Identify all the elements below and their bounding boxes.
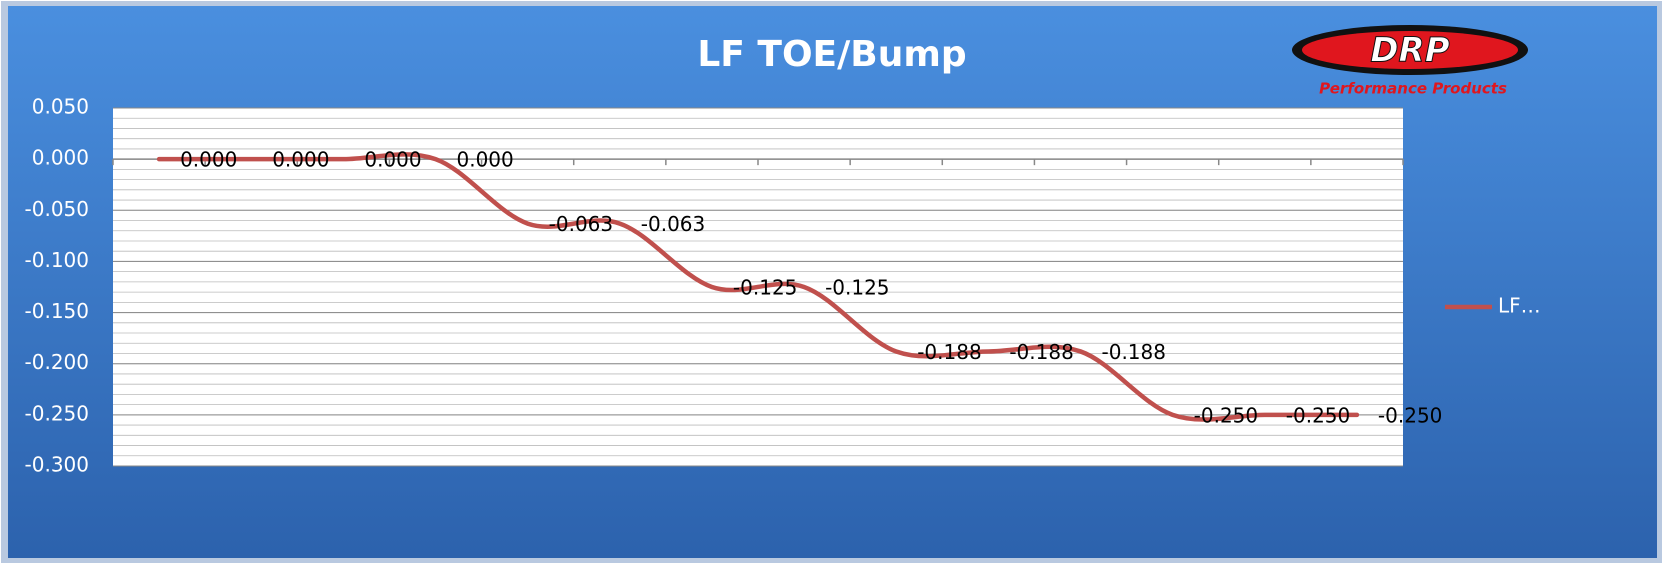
logo-text: DRP: [1370, 31, 1449, 71]
data-label: 0.000: [272, 148, 329, 172]
data-label: -0.188: [1009, 340, 1073, 364]
data-label: -0.125: [825, 276, 889, 300]
y-tick-label: -0.100: [25, 248, 89, 272]
logo-fill: [1302, 31, 1518, 69]
data-label: 0.000: [180, 148, 237, 172]
data-label: -0.125: [733, 276, 797, 300]
data-label: -0.063: [641, 212, 705, 236]
series-line: [156, 152, 1360, 422]
y-tick-label: -0.050: [25, 197, 89, 221]
logo: DRP Performance Products: [1292, 25, 1528, 98]
data-label: 0.000: [457, 148, 514, 172]
data-label: -0.250: [1378, 403, 1442, 427]
y-tick-label: 0.000: [32, 146, 89, 170]
data-label: -0.063: [549, 212, 613, 236]
y-tick-label: -0.250: [25, 401, 89, 425]
data-label: -0.250: [1194, 403, 1258, 427]
chart-title: LF TOE/Bump: [697, 34, 966, 75]
data-label: -0.250: [1286, 403, 1350, 427]
legend-label: LF…: [1498, 294, 1541, 318]
y-tick-label: -0.150: [25, 299, 89, 323]
y-tick-label: -0.200: [25, 350, 89, 374]
logo-subtitle: Performance Products: [1319, 80, 1507, 98]
data-label: 0.000: [364, 148, 421, 172]
y-tick-label: 0.050: [32, 95, 89, 119]
data-label: -0.188: [917, 340, 981, 364]
data-label: -0.188: [1102, 340, 1166, 364]
y-tick-label: -0.300: [25, 453, 89, 477]
